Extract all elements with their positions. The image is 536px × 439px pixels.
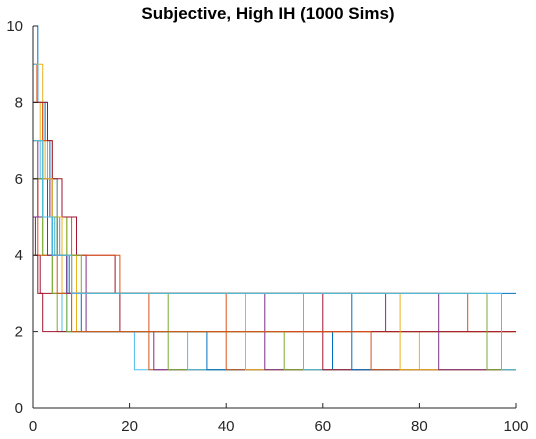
y-tick-label: 4 <box>15 247 23 264</box>
series-line <box>33 216 516 371</box>
series-line <box>33 101 516 371</box>
series-line <box>33 101 516 294</box>
series-line <box>33 63 516 333</box>
series-line <box>33 216 516 333</box>
series-line <box>33 140 516 371</box>
series-line <box>33 178 516 371</box>
series-line <box>33 178 516 371</box>
series-lines <box>33 25 516 371</box>
series-line <box>33 140 516 333</box>
y-tick-label: 10 <box>6 18 23 35</box>
series-line <box>33 216 516 333</box>
y-tick-label: 8 <box>15 94 23 111</box>
series-line <box>33 25 516 371</box>
y-tick-label: 2 <box>15 324 23 341</box>
x-tick-label: 0 <box>29 418 37 435</box>
series-line <box>33 140 516 371</box>
series-line <box>33 178 516 371</box>
series-line <box>33 178 516 371</box>
chart-title: Subjective, High IH (1000 Sims) <box>141 4 394 23</box>
series-line <box>33 178 516 371</box>
series-line <box>33 101 516 371</box>
x-tick-label: 20 <box>121 418 138 435</box>
series-line <box>33 178 516 371</box>
x-tick-label: 40 <box>218 418 235 435</box>
x-tick-label: 80 <box>411 418 428 435</box>
series-line <box>33 178 516 371</box>
series-line <box>33 63 516 333</box>
y-tick-label: 6 <box>15 171 23 188</box>
series-line <box>33 101 516 371</box>
axis-ticks: 0 20 40 60 80 100 0 2 4 6 8 10 <box>6 18 528 435</box>
x-tick-label: 100 <box>503 418 528 435</box>
x-tick-label: 60 <box>314 418 331 435</box>
series-line <box>33 63 516 371</box>
y-tick-label: 0 <box>15 400 23 417</box>
